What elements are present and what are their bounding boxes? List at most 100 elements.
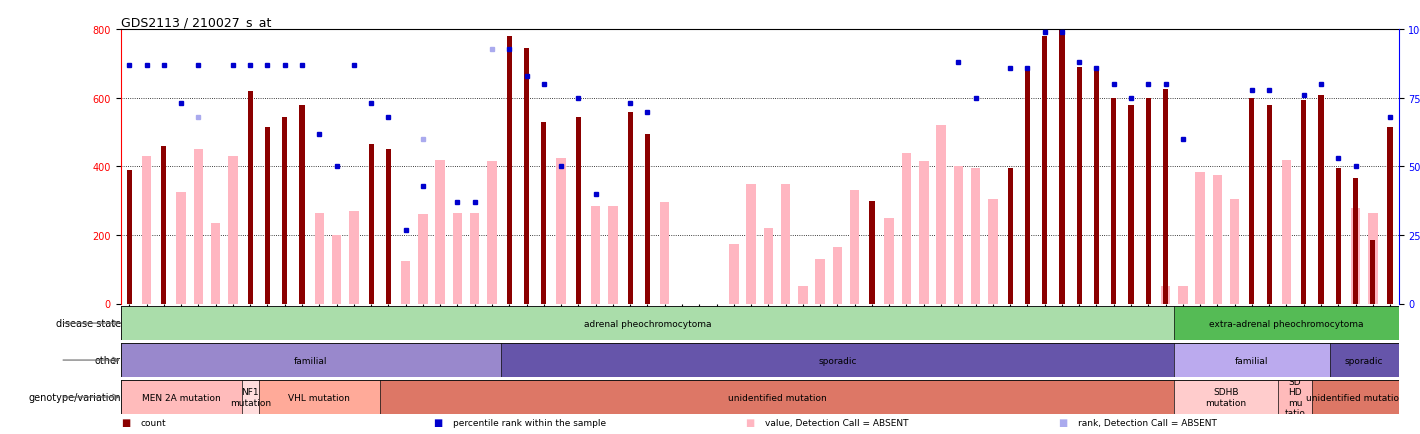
Text: VHL mutation: VHL mutation [288, 393, 351, 401]
Bar [1112, 99, 1116, 304]
Bar [1129, 105, 1133, 304]
Bar [369, 145, 373, 304]
Text: ■: ■ [746, 418, 755, 427]
Bar [1278, 380, 1312, 414]
Bar [1318, 95, 1323, 304]
Text: rank, Detection Call = ABSENT: rank, Detection Call = ABSENT [1078, 418, 1217, 427]
Bar [1163, 90, 1169, 304]
Bar [1160, 287, 1170, 304]
Bar [747, 184, 755, 304]
Bar [591, 207, 601, 304]
Bar [1387, 128, 1393, 304]
Bar [1146, 99, 1150, 304]
Bar [1025, 68, 1030, 304]
Bar [1312, 380, 1399, 414]
Bar [954, 167, 963, 304]
Bar [386, 150, 390, 304]
Bar [971, 169, 980, 304]
Bar [1076, 68, 1082, 304]
Bar [1042, 37, 1047, 304]
Bar [283, 118, 287, 304]
Bar [575, 118, 581, 304]
Bar [176, 193, 186, 304]
Bar [1174, 343, 1329, 378]
Bar [258, 380, 379, 414]
Bar [608, 207, 618, 304]
Bar [142, 157, 152, 304]
Text: genotype/variation: genotype/variation [28, 392, 121, 402]
Bar [1301, 100, 1306, 304]
Bar [1282, 160, 1291, 304]
Bar [1174, 380, 1278, 414]
Bar [315, 213, 324, 304]
Text: adrenal pheochromocytoma: adrenal pheochromocytoma [584, 319, 711, 328]
Bar [815, 260, 825, 304]
Text: ■: ■ [433, 418, 443, 427]
Bar [193, 150, 203, 304]
Bar [507, 37, 511, 304]
Bar [379, 380, 1174, 414]
Bar [988, 200, 998, 304]
Bar [869, 201, 875, 304]
Bar [1059, 30, 1065, 304]
Bar [121, 343, 501, 378]
Bar [266, 128, 270, 304]
Bar [1230, 200, 1240, 304]
Bar [764, 229, 772, 304]
Bar [919, 162, 929, 304]
Bar [557, 158, 565, 304]
Bar [798, 287, 808, 304]
Bar [1008, 169, 1012, 304]
Bar [1179, 287, 1187, 304]
Text: MEN 2A mutation: MEN 2A mutation [142, 393, 220, 401]
Text: ■: ■ [1058, 418, 1068, 427]
Bar [1370, 240, 1376, 304]
Bar [851, 191, 859, 304]
Bar [417, 215, 427, 304]
Bar [1093, 68, 1099, 304]
Bar [241, 380, 258, 414]
Bar [645, 135, 650, 304]
Text: ■: ■ [121, 418, 131, 427]
Bar [126, 171, 132, 304]
Bar [781, 184, 791, 304]
Text: unidentified mutation: unidentified mutation [727, 393, 826, 401]
Bar [1267, 105, 1272, 304]
Bar [247, 92, 253, 304]
Text: familial: familial [294, 356, 328, 365]
Bar [349, 211, 359, 304]
Text: sporadic: sporadic [1345, 356, 1383, 365]
Text: SD
HD
mu
tatio: SD HD mu tatio [1285, 377, 1305, 417]
Bar [487, 162, 497, 304]
Text: extra-adrenal pheochromocytoma: extra-adrenal pheochromocytoma [1210, 319, 1363, 328]
Text: percentile rank within the sample: percentile rank within the sample [453, 418, 606, 427]
Text: sporadic: sporadic [818, 356, 856, 365]
Bar [121, 380, 241, 414]
Bar [1367, 213, 1377, 304]
Bar [212, 224, 220, 304]
Bar [1250, 99, 1254, 304]
Bar [1213, 176, 1223, 304]
Text: SDHB
mutation: SDHB mutation [1206, 388, 1247, 407]
Text: GDS2113 / 210027_s_at: GDS2113 / 210027_s_at [121, 16, 271, 29]
Bar [436, 160, 444, 304]
Text: unidentified mutation: unidentified mutation [1306, 393, 1404, 401]
Bar [660, 203, 669, 304]
Bar [300, 105, 305, 304]
Bar [229, 157, 237, 304]
Text: value, Detection Call = ABSENT: value, Detection Call = ABSENT [765, 418, 909, 427]
Text: count: count [141, 418, 166, 427]
Text: disease state: disease state [55, 319, 121, 328]
Bar [332, 235, 341, 304]
Text: NF1
mutation: NF1 mutation [230, 388, 271, 407]
Bar [832, 247, 842, 304]
Text: familial: familial [1235, 356, 1268, 365]
Bar [902, 153, 912, 304]
Bar [1350, 208, 1360, 304]
Bar [628, 112, 633, 304]
Bar [501, 343, 1174, 378]
Bar [524, 49, 530, 304]
Bar [453, 213, 463, 304]
Bar [885, 218, 895, 304]
Bar [1336, 169, 1340, 304]
